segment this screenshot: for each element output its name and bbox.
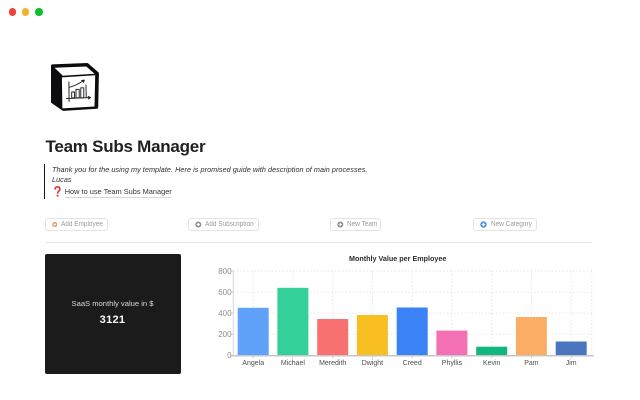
svg-text:Michael: Michael	[281, 360, 306, 367]
svg-text:Jim: Jim	[565, 360, 576, 367]
svg-text:Kevin: Kevin	[483, 360, 501, 367]
svg-text:600: 600	[218, 288, 232, 297]
svg-text:800: 800	[218, 267, 232, 276]
svg-text:200: 200	[218, 330, 232, 339]
svg-text:Angela: Angela	[242, 360, 264, 367]
svg-text:Phyllis: Phyllis	[441, 360, 462, 367]
svg-text:Creed: Creed	[402, 360, 421, 367]
svg-text:Meredith: Meredith	[319, 360, 346, 367]
svg-text:Monthly Value per Employee: Monthly Value per Employee	[349, 254, 446, 263]
svg-text:400: 400	[218, 309, 232, 318]
svg-text:Pam: Pam	[524, 360, 539, 367]
svg-text:0: 0	[227, 351, 232, 360]
svg-text:Dwight: Dwight	[361, 360, 382, 367]
